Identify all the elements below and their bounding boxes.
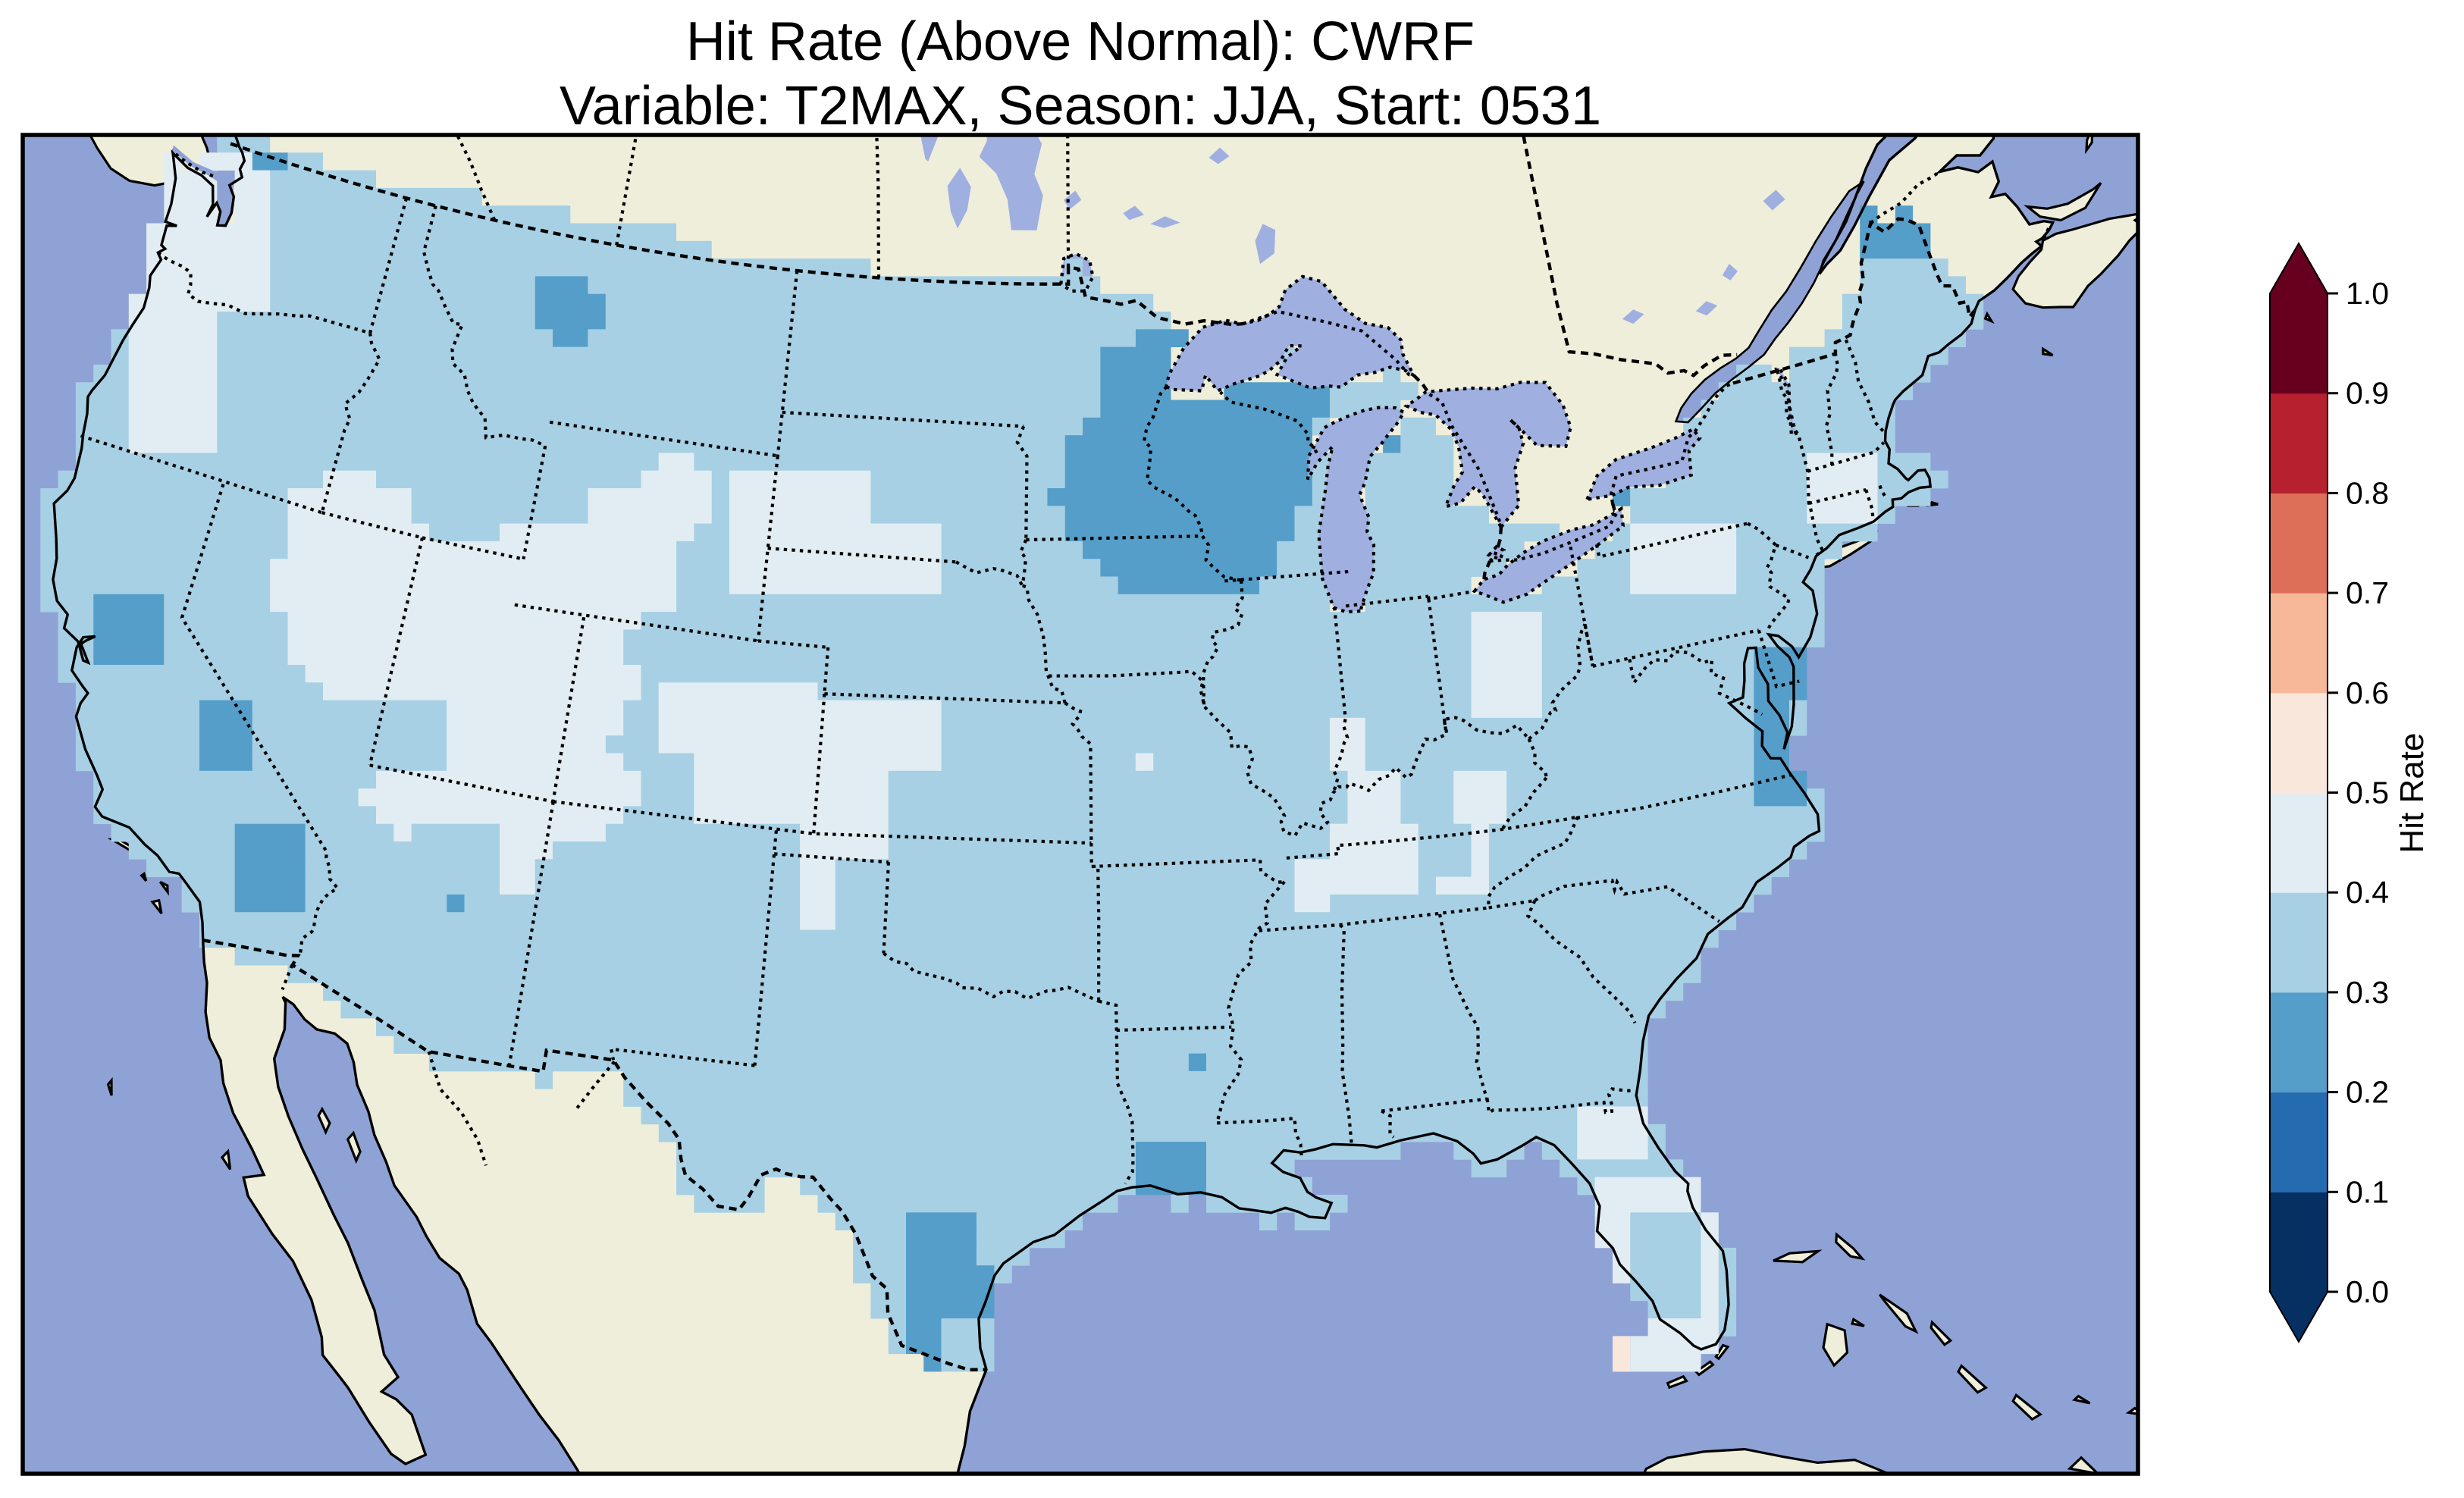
svg-text:Variable: T2MAX, Season: JJA,: Variable: T2MAX, Season: JJA, Start: 053…: [560, 76, 1601, 136]
svg-text:Hit Rate: Hit Rate: [2393, 733, 2431, 854]
svg-text:0.2: 0.2: [2346, 1075, 2389, 1110]
svg-text:Hit Rate (Above Normal): CWRF: Hit Rate (Above Normal): CWRF: [686, 11, 1475, 72]
svg-text:1.0: 1.0: [2346, 276, 2389, 311]
svg-text:0.1: 0.1: [2346, 1174, 2389, 1209]
svg-text:0.7: 0.7: [2346, 575, 2389, 610]
svg-text:0.6: 0.6: [2346, 675, 2389, 710]
svg-text:0.5: 0.5: [2346, 776, 2389, 810]
svg-text:0.9: 0.9: [2346, 376, 2389, 411]
svg-text:0.0: 0.0: [2346, 1274, 2389, 1309]
svg-text:0.8: 0.8: [2346, 475, 2389, 510]
svg-text:0.3: 0.3: [2346, 975, 2389, 1010]
svg-text:0.4: 0.4: [2346, 875, 2389, 910]
